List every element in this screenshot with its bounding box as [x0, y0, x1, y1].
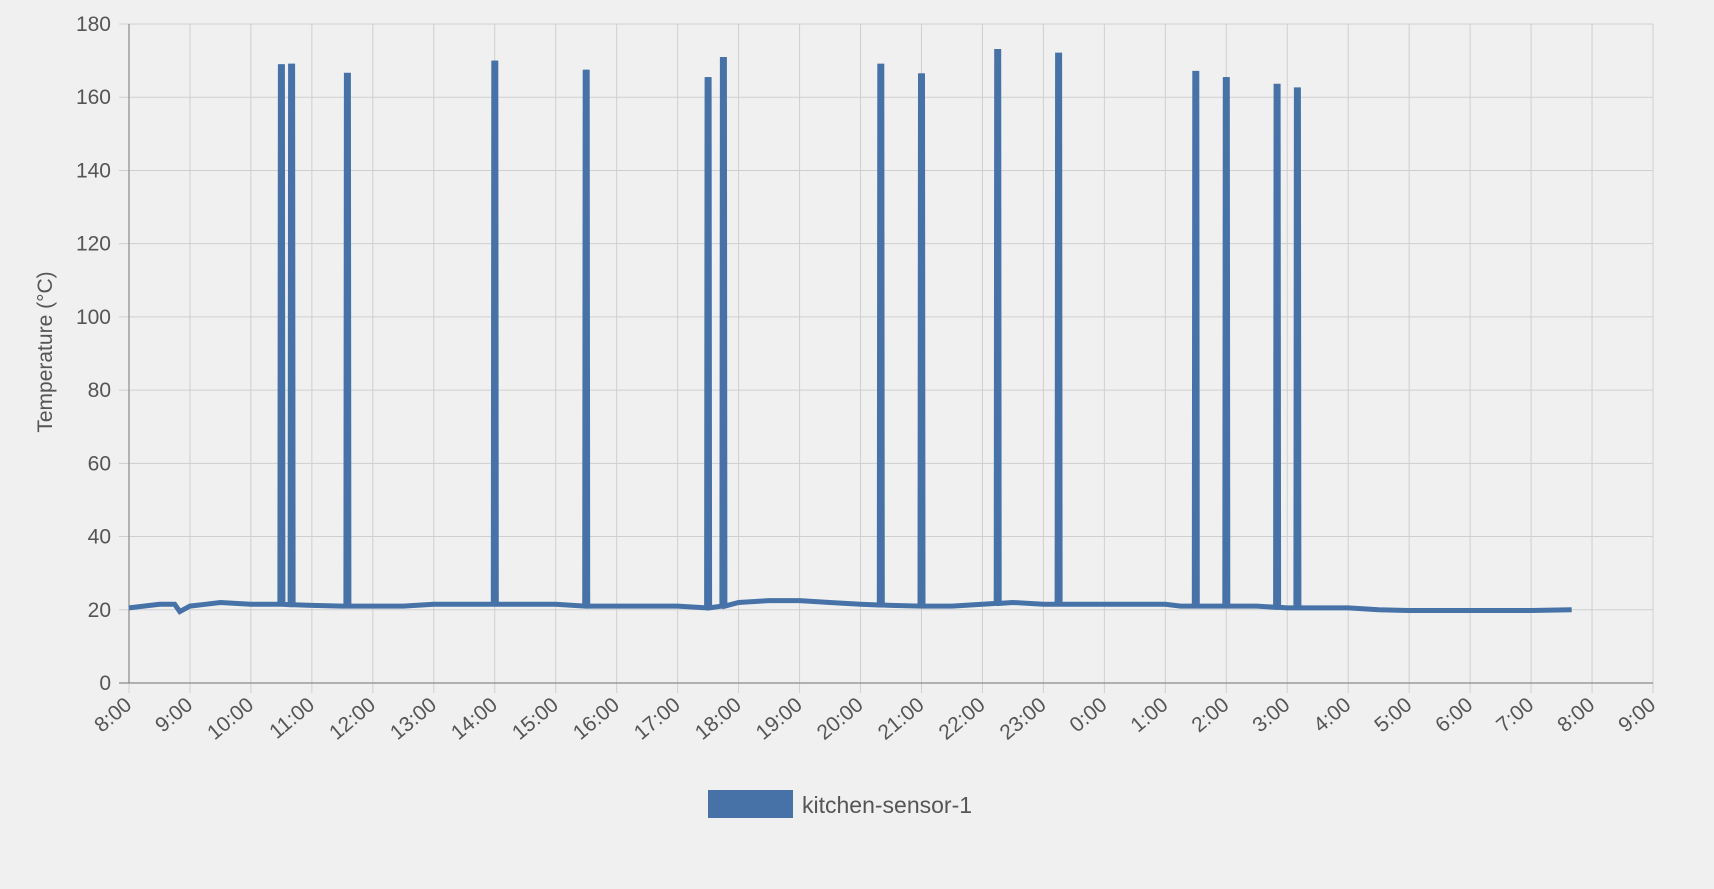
x-tick-label-24: 8:00: [1553, 693, 1599, 737]
y-tick-label-60: 60: [88, 452, 111, 475]
y-tick-label-20: 20: [88, 599, 111, 622]
y-tick-label-100: 100: [76, 306, 111, 329]
legend-label-kitchen-sensor-1: kitchen-sensor-1: [802, 792, 972, 818]
x-tick-label-5: 13:00: [386, 693, 441, 744]
axis-layer: [119, 24, 1653, 684]
x-tick-label-17: 1:00: [1126, 693, 1172, 737]
x-tick-label-3: 11:00: [265, 693, 319, 743]
x-tick-label-14: 22:00: [935, 693, 990, 744]
legend[interactable]: kitchen-sensor-1: [708, 790, 972, 818]
y-tick-label-40: 40: [88, 526, 111, 549]
x-tick-label-21: 5:00: [1370, 693, 1416, 737]
y-tick-label-180: 180: [76, 13, 111, 36]
legend-swatch: [708, 790, 793, 818]
x-tick-label-22: 6:00: [1431, 693, 1477, 737]
x-tick-label-7: 15:00: [508, 693, 563, 744]
x-tick-label-10: 18:00: [691, 693, 746, 744]
y-tick-label-120: 120: [76, 233, 111, 256]
x-tick-label-19: 3:00: [1248, 693, 1294, 737]
y-tick-label-160: 160: [76, 86, 111, 109]
x-tick-label-6: 14:00: [447, 693, 502, 744]
y-axis-label: Temperature (°C): [34, 271, 57, 432]
x-tick-label-1: 9:00: [151, 693, 197, 737]
x-tick-label-23: 7:00: [1492, 693, 1538, 737]
x-tick-label-0: 8:00: [90, 693, 136, 737]
y-tick-label-140: 140: [76, 159, 111, 182]
x-tick-label-18: 2:00: [1187, 693, 1233, 737]
x-tick-label-12: 20:00: [813, 693, 868, 744]
x-tick-label-4: 12:00: [325, 693, 380, 744]
x-tick-label-25: 9:00: [1614, 693, 1660, 737]
x-tick-label-11: 19:00: [752, 693, 807, 744]
x-tick-label-16: 0:00: [1065, 693, 1111, 737]
x-tick-label-9: 17:00: [630, 693, 685, 744]
x-tick-label-8: 16:00: [569, 693, 624, 744]
x-tick-label-15: 23:00: [996, 693, 1051, 744]
series-layer: [128, 49, 1572, 615]
x-tick-label-13: 21:00: [874, 693, 929, 744]
y-tick-label-0: 0: [99, 672, 111, 695]
y-tick-label-80: 80: [88, 379, 111, 402]
x-tick-label-20: 4:00: [1309, 693, 1355, 737]
x-tick-label-2: 10:00: [203, 693, 258, 744]
